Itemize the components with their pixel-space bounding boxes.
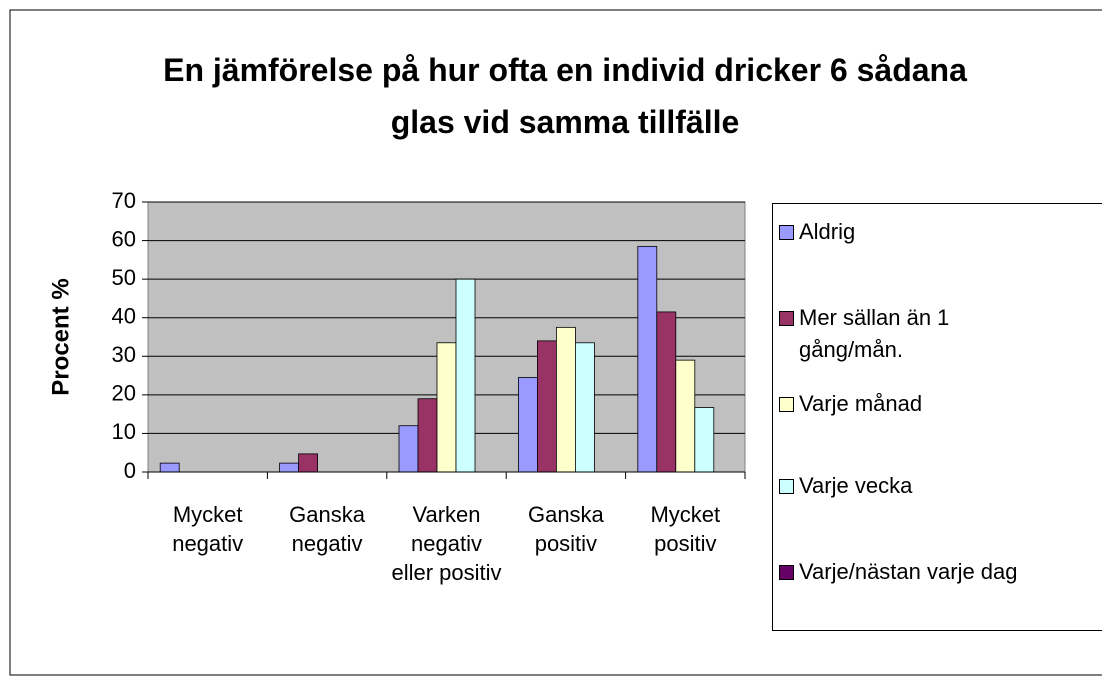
bar — [298, 453, 319, 473]
y-tick-label: 10 — [112, 419, 136, 444]
legend-label: Mer sällan än 1 gång/mån. — [799, 305, 950, 362]
legend-swatch — [779, 311, 794, 326]
bar — [279, 462, 300, 473]
legend-label: Varje månad — [799, 391, 923, 416]
bar — [417, 398, 438, 473]
bar — [575, 342, 595, 473]
legend-item: Varje månad — [779, 388, 1102, 420]
legend-item: Varje vecka — [779, 470, 1102, 502]
bar — [537, 340, 557, 473]
bar — [455, 278, 476, 473]
x-tick-label: Ganska negativ — [289, 502, 365, 556]
x-tick-label: Varken negativ eller positiv — [391, 502, 502, 585]
bar — [656, 311, 677, 473]
chart-title: En jämförelse på hur ofta en individ dri… — [163, 52, 967, 140]
bar — [556, 326, 576, 473]
legend-item: Varje/nästan varje dag — [779, 556, 1102, 588]
legend-swatch — [779, 397, 794, 412]
x-tick-label: Ganska positiv — [527, 502, 604, 556]
frame — [9, 9, 1102, 676]
legend-item: Aldrig — [779, 216, 1102, 248]
x-tick-label: Mycket positiv — [650, 502, 721, 556]
y-tick-label: 50 — [112, 265, 136, 290]
legend-swatch — [779, 225, 794, 240]
legend-label: Varje/nästan varje dag — [799, 559, 1018, 584]
y-tick-label: 40 — [112, 304, 136, 329]
x-tick-label: Mycket negativ — [172, 502, 244, 556]
legend: Aldrig Mer sällan än 1 gång/mån. Varje mån… — [772, 203, 1102, 631]
bar — [436, 342, 457, 473]
y-tick-label: 20 — [112, 381, 136, 406]
y-axis-label: Procent % — [47, 278, 74, 395]
legend-label: Varje vecka — [799, 473, 913, 498]
bar — [398, 425, 419, 473]
bar — [694, 407, 715, 473]
legend-label: Aldrig — [799, 219, 856, 244]
legend-item: Mer sällan än 1 gång/mån. — [779, 302, 1102, 366]
legend-swatch — [779, 565, 794, 580]
bar — [159, 462, 180, 473]
bar — [675, 359, 696, 473]
y-tick-label: 70 — [112, 188, 136, 213]
y-tick-label: 60 — [112, 226, 136, 251]
bar — [518, 377, 538, 473]
y-tick-label: 0 — [124, 458, 136, 483]
y-tick-label: 30 — [112, 342, 136, 367]
legend-swatch — [779, 479, 794, 494]
bar — [637, 245, 658, 473]
